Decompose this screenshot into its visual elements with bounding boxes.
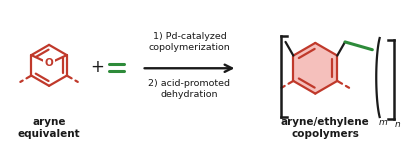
Text: aryne
equivalent: aryne equivalent (18, 117, 80, 139)
Text: m: m (378, 118, 387, 127)
Polygon shape (293, 43, 337, 94)
Text: 2) acid-promoted
dehydration: 2) acid-promoted dehydration (148, 79, 231, 99)
Text: 1) Pd-catalyzed
copolymerization: 1) Pd-catalyzed copolymerization (148, 32, 230, 52)
Text: n: n (395, 120, 400, 129)
Text: aryne/ethylene
copolymers: aryne/ethylene copolymers (281, 117, 369, 139)
Text: O: O (45, 58, 53, 68)
Text: +: + (90, 58, 104, 76)
